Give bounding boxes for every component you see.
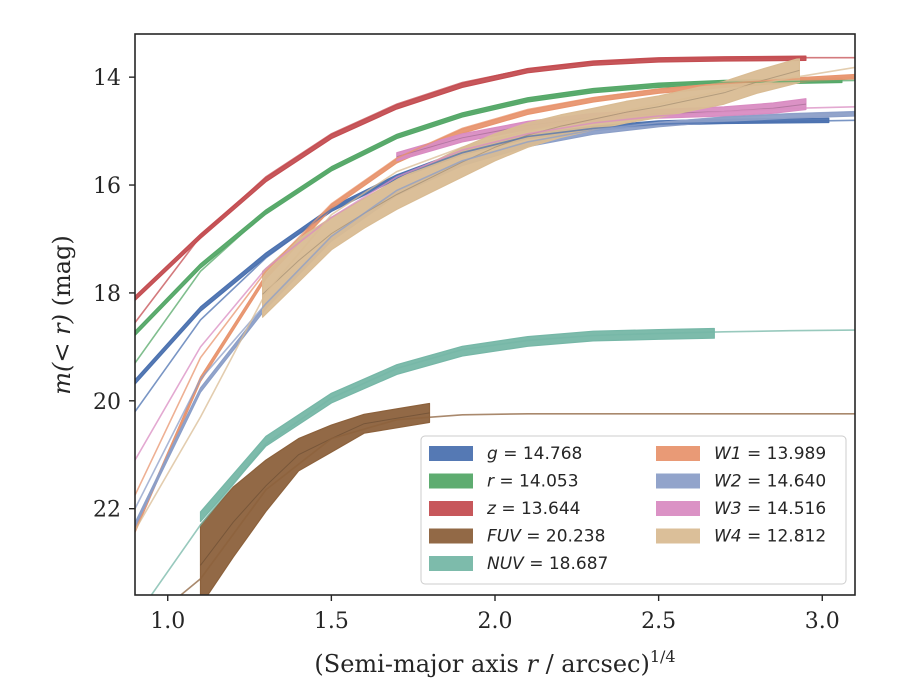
data-band-fuv (199, 402, 431, 595)
legend-label-w1: W1 = 13.989 (714, 444, 826, 464)
legend-swatch-r (429, 473, 473, 489)
model-curve-nuv (150, 329, 855, 595)
legend-label-r: r = 14.053 (487, 472, 579, 492)
legend-swatch-w3 (656, 501, 700, 516)
x-axis-ticks: 1.0 1.5 2.0 2.5 3.0 (150, 595, 840, 634)
y-axis-label: m(< r) (mag) (48, 235, 76, 395)
legend-label-fuv: FUV = 20.238 (487, 527, 605, 547)
legend-swatch-w4 (656, 528, 700, 544)
model-curve-z (135, 56, 855, 324)
legend-swatch-z (429, 501, 473, 516)
y-tick-label: 14 (93, 66, 121, 91)
legend-label-g: g = 14.768 (487, 444, 582, 464)
x-axis-label: (Semi-major axis r / arcsec)1/4 (314, 647, 675, 678)
legend-frame (420, 435, 847, 585)
legend-label-w2: W2 = 14.640 (714, 472, 826, 492)
legend-swatch-fuv (429, 528, 473, 544)
y-tick-label: 18 (93, 282, 121, 307)
model-curve-fuv (179, 413, 855, 595)
y-tick-label: 20 (93, 390, 121, 415)
y-tick-label: 16 (93, 174, 121, 199)
model-curve-w2 (135, 110, 855, 510)
data-band-r (135, 77, 843, 337)
x-tick-label: 3.0 (805, 609, 840, 634)
legend-swatch-nuv (429, 556, 473, 571)
legend-label-w4: W4 = 12.812 (714, 527, 826, 547)
x-tick-label: 2.5 (641, 609, 676, 634)
legend-label-w3: W3 = 14.516 (714, 499, 826, 519)
model-curve-g (135, 119, 855, 413)
legend-swatch-w1 (656, 446, 700, 461)
model-curve-w1 (135, 76, 855, 496)
data-band-center-fuv (200, 412, 430, 566)
legend-label-z: z = 13.644 (486, 499, 580, 519)
data-band-nuv (199, 327, 715, 523)
legend: g = 14.768 r = 14.053 z = 13.644 FUV = 20.2… (420, 435, 847, 585)
y-tick-label: 22 (93, 498, 121, 523)
model-curve-w4 (135, 66, 855, 531)
data-band-w4 (262, 57, 800, 318)
y-axis-ticks: 14 16 18 20 22 (93, 66, 135, 523)
x-tick-label: 2.0 (478, 609, 513, 634)
model-curve-w3 (135, 106, 855, 461)
legend-swatch-w2 (656, 473, 700, 489)
x-tick-label: 1.5 (314, 609, 349, 634)
legend-swatch-g (429, 446, 473, 461)
legend-label-nuv: NUV = 18.687 (487, 554, 608, 574)
model-curves (135, 56, 855, 595)
x-tick-label: 1.0 (150, 609, 185, 634)
